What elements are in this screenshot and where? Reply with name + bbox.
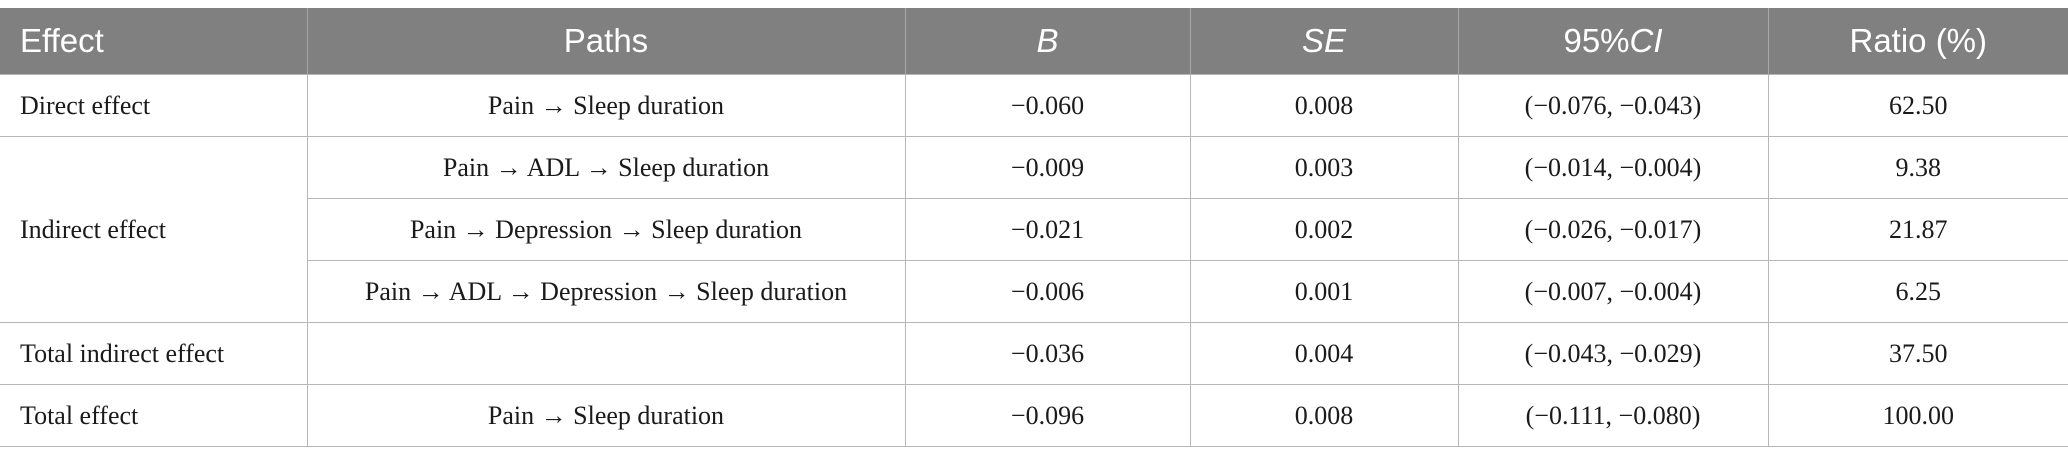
path-cell: Pain → Depression → Sleep duration [306, 198, 906, 261]
ratio-cell: 21.87 [1767, 198, 2068, 261]
b-cell: −0.009 [904, 136, 1191, 199]
header-se: SE [1189, 8, 1459, 75]
se-cell: 0.004 [1189, 322, 1459, 385]
path-cell [306, 322, 906, 385]
ratio-cell: 37.50 [1767, 322, 2068, 385]
header-b-label: B [1036, 22, 1059, 59]
path-cell: Pain → Sleep duration [306, 74, 906, 137]
ratio-cell: 6.25 [1767, 260, 2068, 323]
ci-cell: (−0.043, −0.029) [1457, 322, 1769, 385]
se-cell: 0.002 [1189, 198, 1459, 261]
table-row: Indirect effect Pain → ADL → Sleep durat… [0, 136, 2068, 323]
header-se-label: SE [1301, 22, 1347, 59]
table-row: Total indirect effect −0.036 0.004 (−0.0… [0, 322, 2068, 385]
path-cell: Pain → Sleep duration [306, 384, 906, 447]
b-cell: −0.096 [904, 384, 1191, 447]
effect-cell: Total effect [0, 384, 308, 447]
header-ratio: Ratio (%) [1767, 8, 2068, 75]
table-row: Total effect Pain → Sleep duration −0.09… [0, 384, 2068, 447]
ci-cell: (−0.026, −0.017) [1457, 198, 1769, 261]
b-cell: −0.060 [904, 74, 1191, 137]
header-effect: Effect [0, 8, 308, 75]
se-cell: 0.008 [1189, 74, 1459, 137]
table-header: Effect Paths B SE 95%CI Ratio (%) [0, 8, 2068, 75]
b-cell: −0.036 [904, 322, 1191, 385]
path-cell: Pain → ADL → Depression → Sleep duration [306, 260, 906, 323]
se-cell: 0.001 [1189, 260, 1459, 323]
ratio-cell: 9.38 [1767, 136, 2068, 199]
effect-cell: Direct effect [0, 74, 308, 137]
header-b: B [904, 8, 1191, 75]
ci-cell: (−0.014, −0.004) [1457, 136, 1769, 199]
header-paths: Paths [306, 8, 906, 75]
effect-cell: Total indirect effect [0, 322, 308, 385]
table-body: Direct effect Pain → Sleep duration −0.0… [0, 74, 2068, 447]
ratio-cell: 100.00 [1767, 384, 2068, 447]
ci-cell: (−0.076, −0.043) [1457, 74, 1769, 137]
header-ci-suffix: CI [1629, 22, 1663, 59]
b-cell: −0.021 [904, 198, 1191, 261]
table-row: Pain → ADL → Depression → Sleep duration… [0, 260, 2068, 323]
effect-cell: Indirect effect [0, 136, 308, 323]
header-ci: 95%CI [1457, 8, 1769, 75]
header-row: Effect Paths B SE 95%CI Ratio (%) [0, 8, 2068, 75]
path-cell: Pain → ADL → Sleep duration [306, 136, 906, 199]
ci-cell: (−0.111, −0.080) [1457, 384, 1769, 447]
table-row: Direct effect Pain → Sleep duration −0.0… [0, 74, 2068, 137]
b-cell: −0.006 [904, 260, 1191, 323]
mediation-effects-table: Effect Paths B SE 95%CI Ratio (%) Direct… [0, 8, 2068, 447]
ci-cell: (−0.007, −0.004) [1457, 260, 1769, 323]
se-cell: 0.008 [1189, 384, 1459, 447]
se-cell: 0.003 [1189, 136, 1459, 199]
ratio-cell: 62.50 [1767, 74, 2068, 137]
table-row: Pain → Depression → Sleep duration −0.02… [0, 198, 2068, 261]
header-ci-prefix: 95% [1563, 22, 1630, 59]
